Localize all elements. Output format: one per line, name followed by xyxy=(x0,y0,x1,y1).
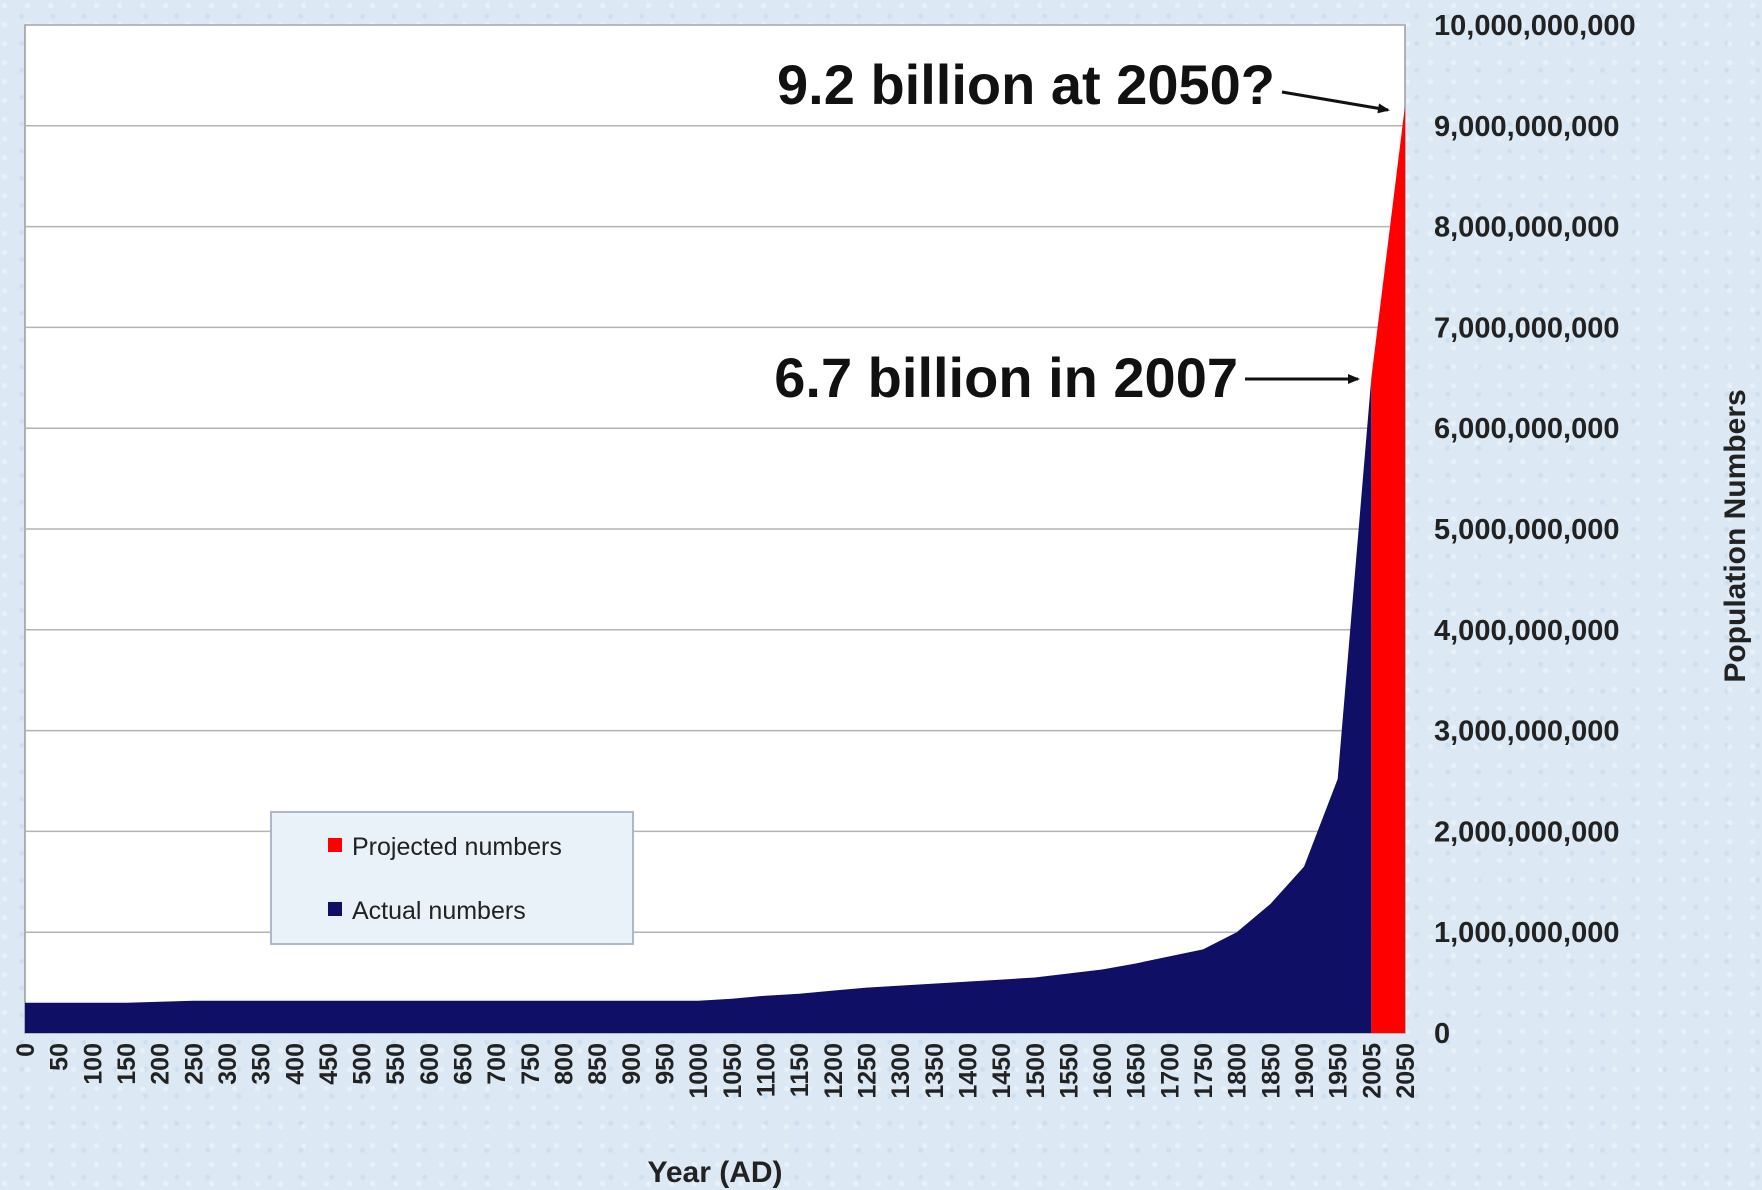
legend-label-projected: Projected numbers xyxy=(352,833,562,861)
x-tick-label: 550 xyxy=(382,1043,410,1085)
x-tick-label: 1950 xyxy=(1325,1043,1353,1099)
area-projected-numbers xyxy=(1371,105,1405,1033)
y-tick-label: 6,000,000,000 xyxy=(1434,413,1619,445)
x-tick-label: 200 xyxy=(147,1043,175,1085)
area-actual-numbers xyxy=(25,377,1372,1033)
x-tick-label: 1000 xyxy=(685,1043,713,1099)
x-tick-label: 1800 xyxy=(1224,1043,1252,1099)
x-tick-label: 100 xyxy=(79,1043,107,1085)
x-tick-label: 450 xyxy=(315,1043,343,1085)
x-axis-label: Year (AD) xyxy=(647,1156,782,1189)
x-tick-label: 1700 xyxy=(1156,1043,1184,1099)
x-tick-label: 1650 xyxy=(1123,1043,1151,1099)
x-tick-label: 600 xyxy=(416,1043,444,1085)
y-tick-label: 8,000,000,000 xyxy=(1434,212,1619,244)
y-tick-label: 2,000,000,000 xyxy=(1434,816,1619,848)
y-axis-ticks: 10,000,000,000 9,000,000,000 8,000,000,000… xyxy=(1434,10,1636,1050)
legend: Projected numbers Actual numbers xyxy=(270,811,634,945)
y-tick-label: 10,000,000,000 xyxy=(1434,10,1636,42)
y-tick-label: 9,000,000,000 xyxy=(1434,111,1619,143)
annotation-2050-text: 9.2 billion at 2050? xyxy=(777,53,1275,116)
x-tick-label: 1150 xyxy=(786,1043,814,1097)
x-tick-label: 1200 xyxy=(820,1043,848,1099)
gridlines xyxy=(25,24,1405,1034)
x-tick-label: 150 xyxy=(113,1043,141,1085)
annotation-2007: 6.7 billion in 2007 xyxy=(774,346,1360,409)
annotation-2050-arrow xyxy=(1281,90,1390,114)
x-tick-label: 500 xyxy=(349,1043,377,1085)
x-tick-label: 2005 xyxy=(1358,1043,1386,1099)
x-tick-label: 800 xyxy=(551,1043,579,1085)
y-tick-label: 5,000,000,000 xyxy=(1434,514,1619,546)
x-tick-label: 2050 xyxy=(1392,1043,1420,1099)
legend-box xyxy=(270,811,634,945)
y-tick-label: 3,000,000,000 xyxy=(1434,716,1619,748)
x-tick-label: 850 xyxy=(584,1043,612,1085)
x-tick-label: 50 xyxy=(46,1043,74,1071)
x-tick-label: 1850 xyxy=(1257,1043,1285,1099)
x-tick-label: 1250 xyxy=(853,1043,881,1099)
x-tick-label: 700 xyxy=(483,1043,511,1085)
x-tick-label: 950 xyxy=(652,1043,680,1085)
x-tick-label: 1500 xyxy=(1022,1043,1050,1099)
legend-label-actual: Actual numbers xyxy=(352,897,526,925)
x-tick-label: 1600 xyxy=(1089,1043,1117,1099)
x-tick-label: 250 xyxy=(180,1043,208,1085)
x-axis-ticks: 0 50 100 150 200 250 300 350 400 450 500 550 600 650 7… xyxy=(12,1043,1420,1099)
legend-swatch-projected xyxy=(328,838,342,852)
x-tick-label: 1750 xyxy=(1190,1043,1218,1099)
x-tick-label: 1050 xyxy=(719,1043,747,1099)
x-tick-label: 1100 xyxy=(752,1043,780,1097)
x-tick-label: 1300 xyxy=(887,1043,915,1099)
x-tick-label: 1350 xyxy=(921,1043,949,1099)
y-tick-label: 7,000,000,000 xyxy=(1434,312,1619,344)
legend-swatch-actual xyxy=(328,902,342,916)
y-axis-label: Population Numbers xyxy=(1719,389,1752,682)
x-tick-label: 1450 xyxy=(988,1043,1016,1099)
annotation-2050: 9.2 billion at 2050? xyxy=(777,53,1390,116)
x-tick-label: 400 xyxy=(281,1043,309,1085)
x-tick-label: 300 xyxy=(214,1043,242,1085)
annotation-2007-text: 6.7 billion in 2007 xyxy=(774,346,1238,409)
y-tick-label: 4,000,000,000 xyxy=(1434,615,1619,647)
x-tick-label: 350 xyxy=(248,1043,276,1085)
data-areas xyxy=(25,105,1405,1033)
x-tick-label: 1400 xyxy=(954,1043,982,1099)
x-tick-label: 1550 xyxy=(1055,1043,1083,1099)
x-tick-label: 750 xyxy=(517,1043,545,1085)
x-tick-label: 0 xyxy=(12,1043,40,1057)
y-tick-label: 1,000,000,000 xyxy=(1434,917,1619,949)
y-tick-label: 0 xyxy=(1434,1018,1450,1050)
x-tick-label: 1900 xyxy=(1291,1043,1319,1099)
x-tick-label: 900 xyxy=(618,1043,646,1085)
x-tick-label: 650 xyxy=(450,1043,478,1085)
